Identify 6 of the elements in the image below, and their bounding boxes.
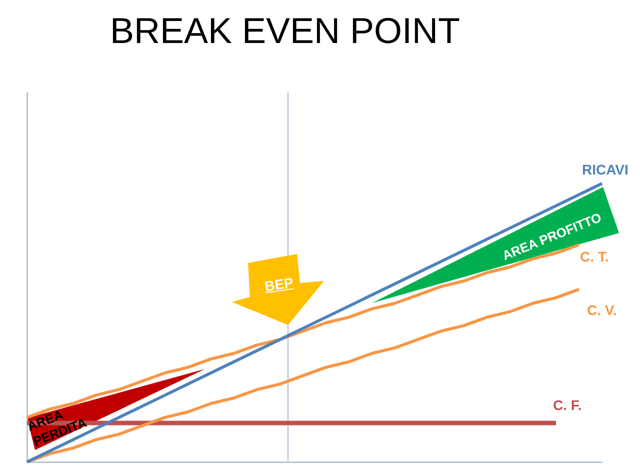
series-label: C. V. <box>587 302 617 318</box>
series-label: RICAVI <box>582 161 628 178</box>
chart-title: BREAK EVEN POINT <box>108 10 462 51</box>
annotation: BEP <box>264 274 294 296</box>
series-label: C. T. <box>580 248 609 265</box>
series-label: C. F. <box>553 396 582 413</box>
